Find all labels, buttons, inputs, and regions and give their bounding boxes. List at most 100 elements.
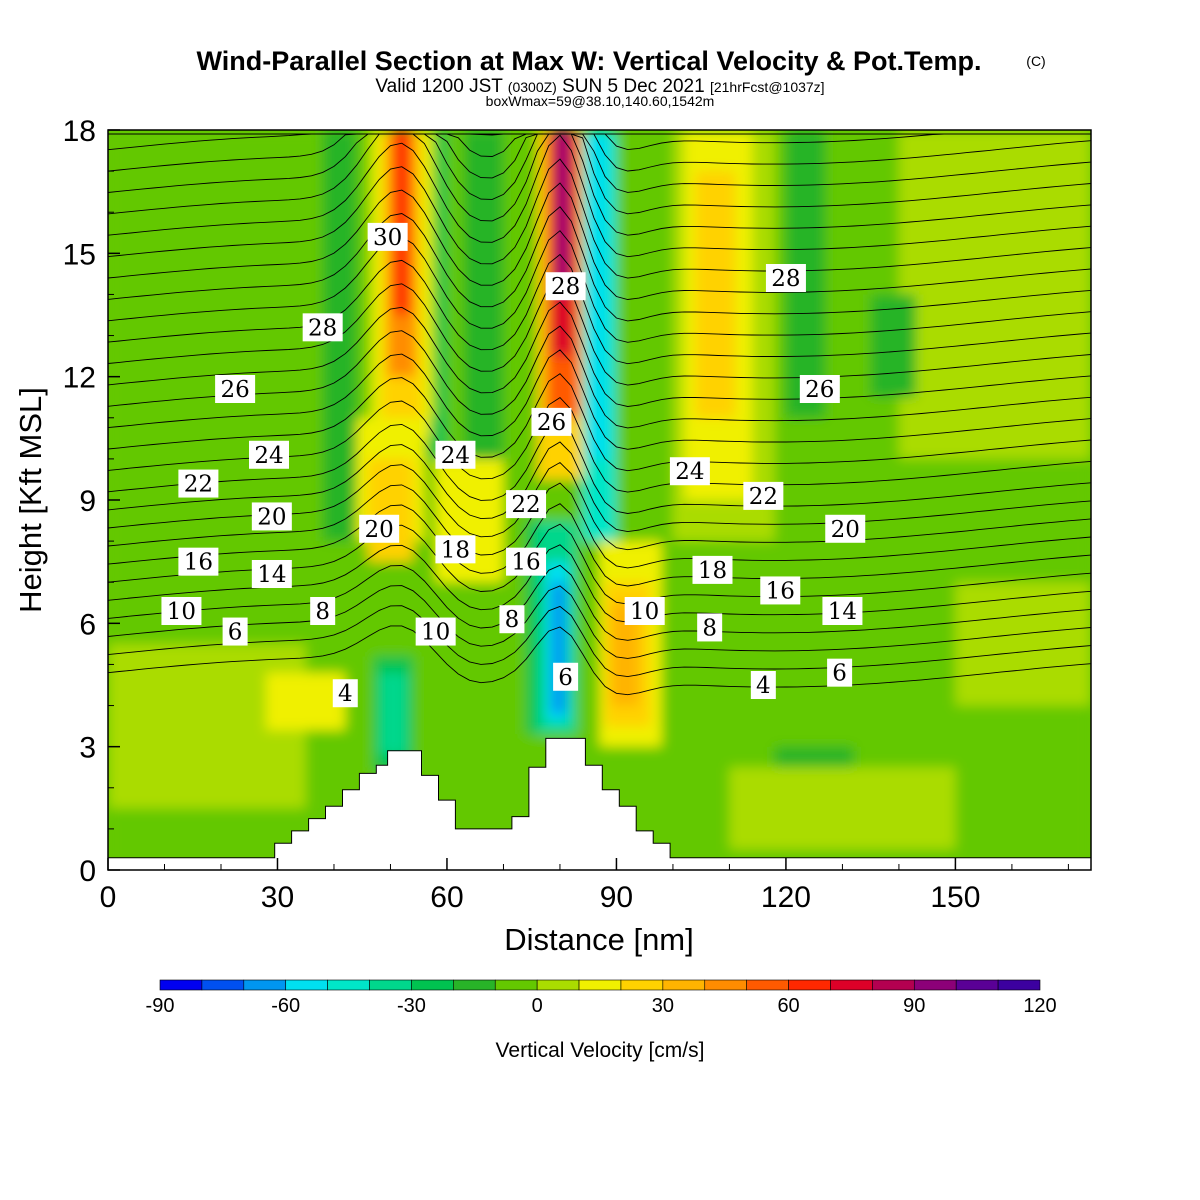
theta-contour-line xyxy=(108,206,1091,322)
contour-label: 16 xyxy=(766,578,795,604)
colorbar-tick-label: -90 xyxy=(146,995,175,1017)
colorbar-swatch xyxy=(955,979,999,991)
colorbar-tick-label: -60 xyxy=(271,995,300,1017)
theta-contour-line xyxy=(108,230,1091,343)
y-tick-label: 3 xyxy=(79,732,96,765)
velocity-band xyxy=(435,458,504,583)
colorbar-swatch xyxy=(578,979,622,991)
subtitle-forecast: [21hrFcst@1037z] xyxy=(710,79,825,95)
contour-label: 6 xyxy=(832,661,847,687)
x-axis-label: Distance [nm] xyxy=(504,922,694,957)
velocity-band xyxy=(551,582,566,714)
subtitle-utc: (0300Z) xyxy=(508,79,557,95)
colorbar-swatch xyxy=(997,979,1041,991)
theta-contour-line xyxy=(108,133,1091,193)
contour-label: 18 xyxy=(698,558,727,584)
colorbar-swatch xyxy=(243,979,287,991)
velocity-band xyxy=(266,672,346,731)
theta-contour-line xyxy=(108,373,1091,472)
contour-label-box xyxy=(760,576,801,605)
contour-label-box xyxy=(302,313,343,342)
contour-label: 10 xyxy=(630,599,659,625)
contour-label-box xyxy=(506,547,547,576)
contour-label-box xyxy=(827,658,853,687)
contour-label: 30 xyxy=(373,225,402,251)
contour-label: 20 xyxy=(831,517,860,543)
theta-contour-line xyxy=(108,133,1091,172)
contour-label: 10 xyxy=(421,620,450,646)
colorbar-swatch xyxy=(494,979,538,991)
contour-label-box xyxy=(743,481,784,510)
colorbar-swatch xyxy=(746,979,789,991)
contour-label-box xyxy=(624,597,665,625)
colorbar-swatch xyxy=(872,979,915,991)
velocity-band xyxy=(898,130,1091,459)
contour-label-box xyxy=(531,407,572,436)
contour-label-box xyxy=(822,597,863,625)
contour-label: 16 xyxy=(511,550,540,576)
x-tick-label: 120 xyxy=(761,881,811,914)
contour-label-box xyxy=(499,605,525,634)
y-tick-label: 0 xyxy=(79,855,96,888)
terrain-shape xyxy=(108,737,1091,870)
velocity-band xyxy=(557,130,569,295)
contour-label-box xyxy=(332,679,358,708)
contour-label-box xyxy=(697,613,723,642)
contour-label-box xyxy=(367,222,408,251)
theta-contour-line xyxy=(108,301,1091,407)
contour-label-box xyxy=(310,597,336,625)
y-tick-label: 6 xyxy=(79,608,96,641)
velocity-band xyxy=(955,582,1091,706)
subtitle-valid: Valid 1200 JST xyxy=(375,76,503,97)
theta-contour-line xyxy=(108,605,1091,678)
contour-label: 10 xyxy=(167,599,196,625)
contour-label: 24 xyxy=(675,459,704,485)
contour-label-box xyxy=(825,514,866,543)
theta-contour-line xyxy=(108,564,1091,641)
contour-label: 26 xyxy=(805,377,834,403)
velocity-field xyxy=(108,130,1091,870)
contour-label-box xyxy=(161,597,202,625)
colorbar-tick-label: -30 xyxy=(397,995,426,1017)
contour-label: 14 xyxy=(828,599,857,625)
contour-label-box xyxy=(553,662,579,691)
theta-contour-line xyxy=(108,133,1091,215)
colorbar-swatch xyxy=(453,979,496,991)
y-axis-label: Height [Kft MSL] xyxy=(13,387,48,613)
theta-contour-line xyxy=(108,420,1091,514)
colorbar-swatch xyxy=(411,979,454,991)
theta-contour-line xyxy=(108,253,1091,365)
contour-label: 26 xyxy=(537,410,566,436)
velocity-band xyxy=(379,672,408,755)
y-tick-label: 15 xyxy=(63,238,96,271)
velocity-band xyxy=(870,294,916,398)
chart-subtitle-2: boxWmax=59@38.10,140.60,1542m xyxy=(486,93,715,109)
theta-contour-line xyxy=(108,349,1091,450)
contour-labels: 30 28 26 24 22 20 16 14 10 6 8 4 20 24 18 10 22 16 8 26 28 6 2… xyxy=(161,222,866,708)
theta-contour-line xyxy=(108,134,1091,258)
contour-label: 20 xyxy=(257,504,286,530)
theta-contour-line xyxy=(108,133,1091,236)
x-tick-label: 30 xyxy=(261,881,294,914)
contour-label-box xyxy=(435,535,476,564)
colorbar-swatch xyxy=(536,979,580,991)
contour-label: 16 xyxy=(184,550,213,576)
x-tick-label: 60 xyxy=(430,881,463,914)
theta-contour-line xyxy=(108,441,1091,533)
y-tick-label: 12 xyxy=(63,362,96,395)
contour-label: 20 xyxy=(365,517,394,543)
contour-label-box xyxy=(178,469,219,498)
colorbar: -90 -60 -30 0 30 60 90 120 xyxy=(146,979,1057,1017)
contour-label: 6 xyxy=(228,620,243,646)
colorbar-tick-label: 0 xyxy=(532,995,543,1017)
contour-label-box xyxy=(765,264,806,292)
contour-label: 24 xyxy=(254,443,283,469)
theta-contour-line xyxy=(108,625,1091,696)
chart-subtitle: Valid 1200 JST (0300Z) SUN 5 Dec 2021 [2… xyxy=(375,76,824,97)
colorbar-swatch xyxy=(662,979,706,991)
contour-label: 14 xyxy=(257,562,286,588)
velocity-band xyxy=(393,130,411,315)
x-tick-label: 90 xyxy=(600,881,633,914)
theta-contour-line xyxy=(108,325,1091,429)
